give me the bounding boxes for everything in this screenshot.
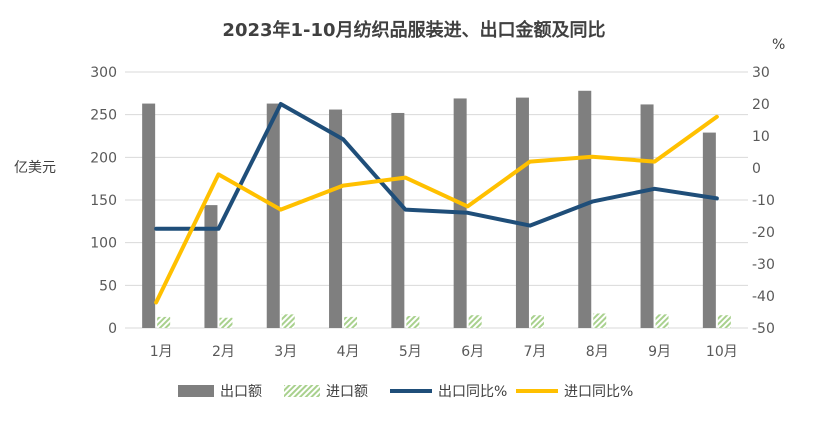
y2-tick-label: -10 (752, 193, 775, 209)
export-bar (142, 103, 156, 328)
import-bar (281, 314, 295, 328)
x-axis-ticks: 1月 2月 3月 4月 5月 6月 7月 8月 9月 10月 (150, 344, 738, 360)
export-bar (578, 90, 592, 328)
y2-tick-label: 20 (752, 97, 770, 113)
x-tick-label: 1月 (150, 344, 173, 360)
legend-label: 出口同比% (438, 384, 507, 400)
y-tick-label: 50 (99, 278, 117, 294)
legend-swatch (178, 385, 214, 397)
y2-axis-label: % (772, 37, 785, 53)
legend-label: 进口额 (326, 384, 368, 400)
import-bar (593, 313, 607, 328)
legend-swatch (284, 385, 320, 397)
x-tick-label: 4月 (337, 344, 360, 360)
export-bar (266, 103, 280, 328)
bar-series-group (142, 90, 731, 329)
import-yoy-line (154, 114, 719, 305)
y-tick-label: 150 (90, 193, 117, 209)
chart-title: 2023年1-10月纺织品服装进、出口金额及同比 (222, 19, 605, 41)
y-tick-label: 100 (90, 236, 117, 252)
y2-tick-label: -40 (752, 289, 775, 305)
export-bar (702, 132, 716, 328)
import-bar (655, 314, 669, 328)
y2-tick-label: -20 (752, 225, 775, 241)
export-yoy-line (154, 102, 719, 231)
y-tick-label: 200 (90, 150, 117, 166)
x-tick-label: 8月 (586, 344, 609, 360)
x-tick-label: 5月 (399, 344, 422, 360)
import-bar (717, 315, 731, 328)
export-bar (391, 112, 405, 329)
y-tick-label: 250 (90, 108, 117, 124)
x-tick-label: 3月 (274, 344, 297, 360)
x-tick-label: 10月 (706, 344, 738, 360)
y2-axis-ticks: -50 -40 -30 -20 -10 0 10 20 30 (752, 65, 775, 337)
x-tick-label: 6月 (461, 344, 484, 360)
x-tick-label: 7月 (523, 344, 546, 360)
y2-tick-label: -50 (752, 321, 775, 337)
export-bar (329, 109, 343, 329)
y2-tick-label: 30 (752, 65, 770, 81)
import-bar (406, 316, 420, 328)
import-bar (530, 315, 544, 328)
x-tick-label: 9月 (648, 344, 671, 360)
gridlines (125, 71, 748, 329)
legend-label: 进口同比% (564, 384, 633, 400)
y2-tick-label: 10 (752, 129, 770, 145)
y2-tick-label: 0 (752, 161, 761, 177)
import-bar (157, 316, 171, 328)
export-bar (204, 205, 218, 328)
y-axis-ticks: 0 50 100 150 200 250 300 (90, 65, 117, 337)
export-bar (640, 104, 654, 328)
x-tick-label: 2月 (212, 344, 235, 360)
import-bar (344, 316, 358, 328)
legend: 出口额 进口额 出口同比% 进口同比% (178, 384, 633, 400)
import-bar (468, 315, 482, 328)
export-bar (515, 97, 529, 328)
import-bar (219, 317, 233, 328)
y-tick-label: 0 (108, 321, 117, 337)
y2-tick-label: -30 (752, 257, 775, 273)
y-axis-label: 亿美元 (14, 160, 56, 176)
legend-label: 出口额 (220, 384, 262, 400)
line-series-group (154, 102, 719, 305)
y-tick-label: 300 (90, 65, 117, 81)
